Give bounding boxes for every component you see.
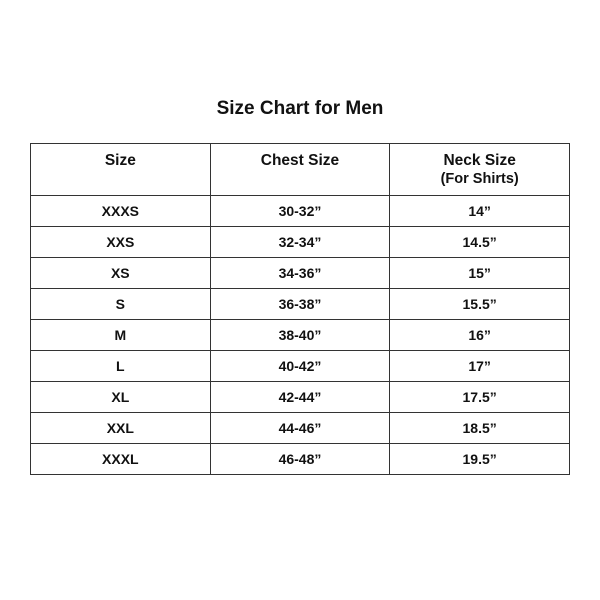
table-row: L 40-42” 17” (30, 350, 570, 382)
cell-size: XL (30, 381, 211, 413)
header-size: Size (30, 143, 211, 196)
header-neck-size: Neck Size (For Shirts) (389, 143, 570, 196)
cell-neck: 17” (389, 350, 570, 382)
cell-neck: 16” (389, 319, 570, 351)
cell-neck: 14.5” (389, 226, 570, 258)
table-row: XXXS 30-32” 14” (30, 195, 570, 227)
cell-chest: 42-44” (209, 381, 391, 413)
table-row: XXL 44-46” 18.5” (30, 412, 570, 444)
header-neck-sublabel: (For Shirts) (440, 171, 519, 187)
header-chest-size: Chest Size (209, 143, 391, 196)
cell-size: XXS (30, 226, 211, 258)
cell-chest: 46-48” (209, 443, 391, 475)
cell-size: XXL (30, 412, 211, 444)
cell-neck: 19.5” (389, 443, 570, 475)
cell-size: S (30, 288, 211, 320)
cell-size: XS (30, 257, 211, 289)
cell-size: L (30, 350, 211, 382)
cell-neck: 15.5” (389, 288, 570, 320)
cell-chest: 44-46” (209, 412, 391, 444)
cell-neck: 14” (389, 195, 570, 227)
table-header-row: Size Chest Size Neck Size (For Shirts) (30, 143, 570, 196)
header-neck-label: Neck Size (443, 152, 516, 169)
cell-neck: 17.5” (389, 381, 570, 413)
table-row: S 36-38” 15.5” (30, 288, 570, 320)
cell-chest: 36-38” (209, 288, 391, 320)
table-row: XS 34-36” 15” (30, 257, 570, 289)
cell-size: XXXS (30, 195, 211, 227)
table-row: M 38-40” 16” (30, 319, 570, 351)
page-title: Size Chart for Men (216, 98, 384, 119)
size-chart-table: Size Chest Size Neck Size (For Shirts) X… (30, 143, 570, 475)
cell-chest: 30-32” (209, 195, 391, 227)
cell-neck: 15” (389, 257, 570, 289)
cell-chest: 38-40” (209, 319, 391, 351)
cell-chest: 34-36” (209, 257, 391, 289)
cell-neck: 18.5” (389, 412, 570, 444)
cell-chest: 40-42” (209, 350, 391, 382)
cell-size: M (30, 319, 211, 351)
cell-chest: 32-34” (209, 226, 391, 258)
table-row: XXS 32-34” 14.5” (30, 226, 570, 258)
table-row: XL 42-44” 17.5” (30, 381, 570, 413)
cell-size: XXXL (30, 443, 211, 475)
table-row: XXXL 46-48” 19.5” (30, 443, 570, 475)
